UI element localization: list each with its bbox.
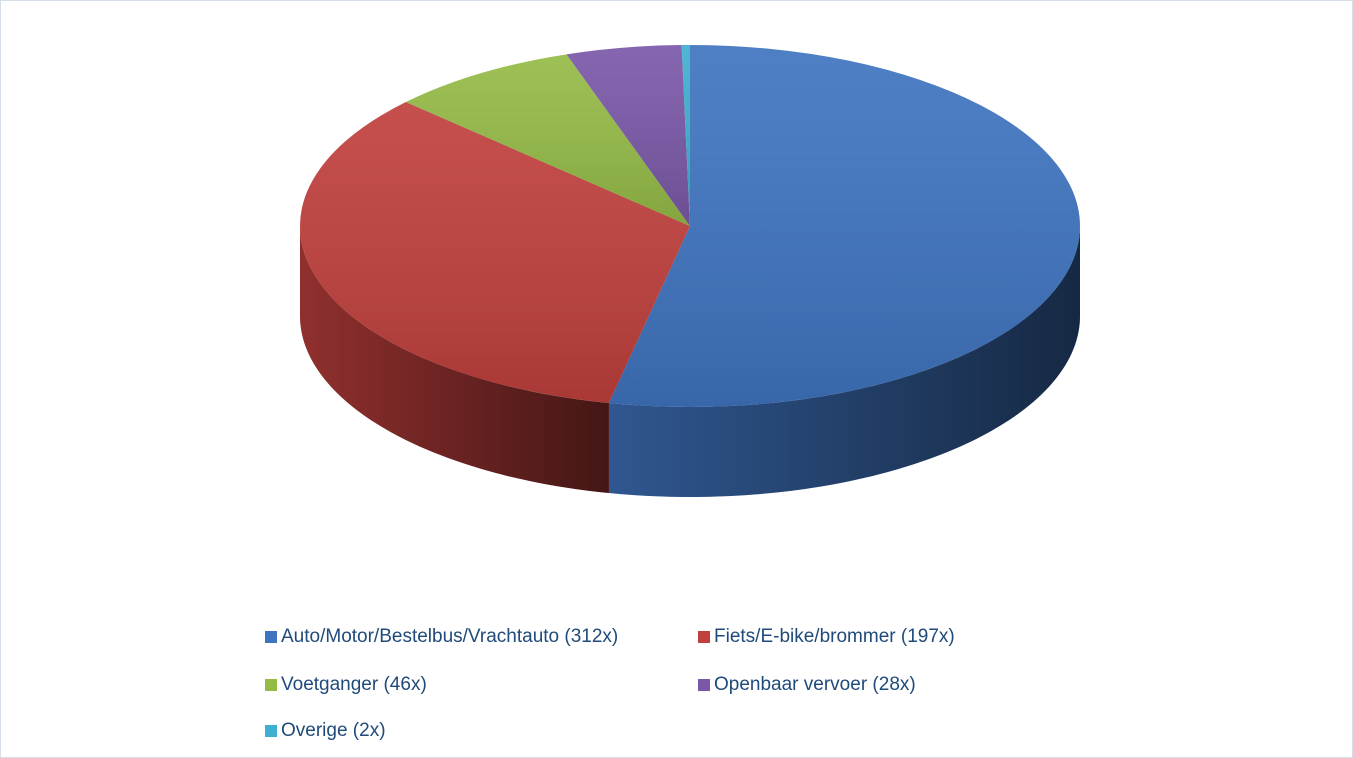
legend-label: Openbaar vervoer (28x) [714, 674, 916, 695]
legend-swatch [698, 631, 710, 643]
legend-label: Voetganger (46x) [281, 674, 427, 695]
legend-label: Auto/Motor/Bestelbus/Vrachtauto (312x) [281, 626, 618, 647]
legend-swatch [265, 631, 277, 643]
pie-side-shade [300, 226, 609, 494]
legend-label: Overige (2x) [281, 720, 386, 741]
pie-slice-gloss [300, 102, 690, 404]
pie-slice-gloss [608, 45, 1081, 407]
pie-slice-gloss [405, 54, 690, 226]
legend-swatch [265, 725, 277, 737]
legend-label: Fiets/E-bike/brommer (197x) [714, 626, 955, 647]
legend-swatch [265, 679, 277, 691]
pie-slice-gloss [681, 45, 690, 226]
pie-slice-gloss [566, 45, 690, 226]
legend-swatch [698, 679, 710, 691]
pie-side-shade [608, 226, 1080, 497]
